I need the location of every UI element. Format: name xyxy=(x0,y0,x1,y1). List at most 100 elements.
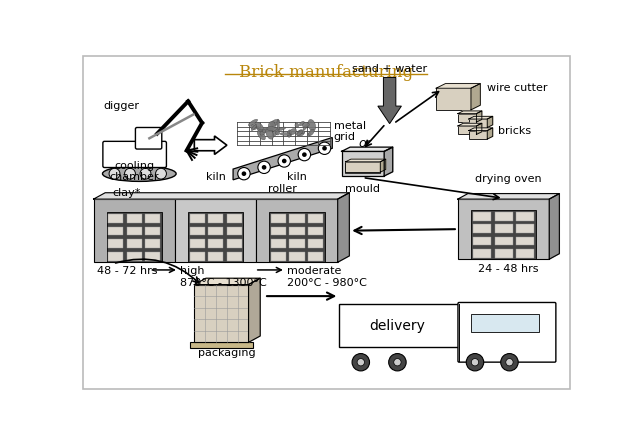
Polygon shape xyxy=(94,193,349,199)
FancyBboxPatch shape xyxy=(517,237,534,246)
Text: roller: roller xyxy=(268,184,297,194)
Ellipse shape xyxy=(297,131,303,136)
Text: wire cutter: wire cutter xyxy=(487,83,547,93)
Ellipse shape xyxy=(295,123,299,127)
FancyBboxPatch shape xyxy=(83,56,570,389)
Polygon shape xyxy=(345,159,386,162)
Ellipse shape xyxy=(280,132,290,136)
FancyBboxPatch shape xyxy=(308,227,323,235)
FancyBboxPatch shape xyxy=(458,302,556,362)
FancyBboxPatch shape xyxy=(208,239,223,248)
Text: mould: mould xyxy=(345,184,380,194)
FancyBboxPatch shape xyxy=(289,214,304,223)
Ellipse shape xyxy=(296,130,304,136)
Ellipse shape xyxy=(248,119,257,126)
FancyBboxPatch shape xyxy=(473,212,490,221)
FancyBboxPatch shape xyxy=(145,227,161,235)
FancyBboxPatch shape xyxy=(94,199,175,262)
FancyBboxPatch shape xyxy=(127,214,142,223)
Circle shape xyxy=(238,168,250,180)
Polygon shape xyxy=(248,278,260,342)
FancyBboxPatch shape xyxy=(271,239,286,248)
FancyBboxPatch shape xyxy=(256,199,338,262)
Circle shape xyxy=(155,169,166,179)
Polygon shape xyxy=(458,194,559,199)
FancyBboxPatch shape xyxy=(458,114,476,122)
FancyBboxPatch shape xyxy=(308,239,323,248)
Ellipse shape xyxy=(279,127,285,130)
Polygon shape xyxy=(471,84,480,110)
Polygon shape xyxy=(338,193,349,262)
FancyBboxPatch shape xyxy=(473,237,490,246)
Polygon shape xyxy=(487,116,492,128)
FancyBboxPatch shape xyxy=(188,212,243,262)
Circle shape xyxy=(125,169,136,179)
Polygon shape xyxy=(476,111,482,122)
Circle shape xyxy=(262,165,266,170)
FancyBboxPatch shape xyxy=(494,224,513,233)
FancyBboxPatch shape xyxy=(469,119,487,128)
Ellipse shape xyxy=(307,132,310,137)
Circle shape xyxy=(389,354,406,371)
FancyBboxPatch shape xyxy=(345,162,380,172)
FancyBboxPatch shape xyxy=(145,252,161,261)
FancyBboxPatch shape xyxy=(227,227,241,235)
Text: digger: digger xyxy=(103,101,139,110)
Ellipse shape xyxy=(272,128,280,136)
Text: 24 - 48 hrs: 24 - 48 hrs xyxy=(478,264,538,274)
Polygon shape xyxy=(436,84,480,88)
Polygon shape xyxy=(194,136,227,154)
Text: moderate
200°C - 980°C: moderate 200°C - 980°C xyxy=(287,266,367,288)
FancyBboxPatch shape xyxy=(517,224,534,233)
FancyBboxPatch shape xyxy=(227,252,241,261)
Circle shape xyxy=(501,354,518,371)
Polygon shape xyxy=(476,123,482,135)
FancyBboxPatch shape xyxy=(127,227,142,235)
FancyBboxPatch shape xyxy=(289,227,304,235)
FancyBboxPatch shape xyxy=(190,239,204,248)
Polygon shape xyxy=(458,111,482,114)
FancyBboxPatch shape xyxy=(175,199,256,262)
FancyBboxPatch shape xyxy=(308,214,323,223)
FancyBboxPatch shape xyxy=(208,252,223,261)
Text: bricks: bricks xyxy=(498,126,531,136)
Polygon shape xyxy=(549,194,559,259)
FancyBboxPatch shape xyxy=(289,239,304,248)
Ellipse shape xyxy=(302,122,310,127)
Polygon shape xyxy=(487,128,492,139)
Circle shape xyxy=(109,169,120,179)
FancyBboxPatch shape xyxy=(271,227,286,235)
Polygon shape xyxy=(378,77,401,124)
Circle shape xyxy=(352,354,369,371)
Ellipse shape xyxy=(267,127,276,131)
FancyBboxPatch shape xyxy=(345,162,380,173)
Polygon shape xyxy=(469,116,492,119)
FancyBboxPatch shape xyxy=(517,212,534,221)
FancyBboxPatch shape xyxy=(108,214,124,223)
Text: metal
grid: metal grid xyxy=(334,121,366,142)
Ellipse shape xyxy=(289,128,296,135)
FancyBboxPatch shape xyxy=(227,239,241,248)
Ellipse shape xyxy=(262,128,272,132)
Ellipse shape xyxy=(299,130,304,134)
FancyBboxPatch shape xyxy=(108,252,124,261)
Ellipse shape xyxy=(308,129,314,136)
Ellipse shape xyxy=(270,119,280,126)
Polygon shape xyxy=(384,147,393,176)
Text: sand + water: sand + water xyxy=(352,64,427,74)
Circle shape xyxy=(394,359,401,366)
Polygon shape xyxy=(458,123,482,126)
FancyBboxPatch shape xyxy=(289,252,304,261)
FancyBboxPatch shape xyxy=(271,252,286,261)
FancyBboxPatch shape xyxy=(269,212,325,262)
FancyBboxPatch shape xyxy=(469,131,487,139)
FancyBboxPatch shape xyxy=(458,126,476,135)
FancyBboxPatch shape xyxy=(494,237,513,246)
Text: high
870°C - 1300°C: high 870°C - 1300°C xyxy=(180,266,267,288)
Ellipse shape xyxy=(303,125,307,130)
FancyBboxPatch shape xyxy=(108,239,124,248)
Ellipse shape xyxy=(251,125,257,131)
FancyBboxPatch shape xyxy=(145,239,161,248)
Text: clay*: clay* xyxy=(112,187,140,198)
Polygon shape xyxy=(469,128,492,131)
